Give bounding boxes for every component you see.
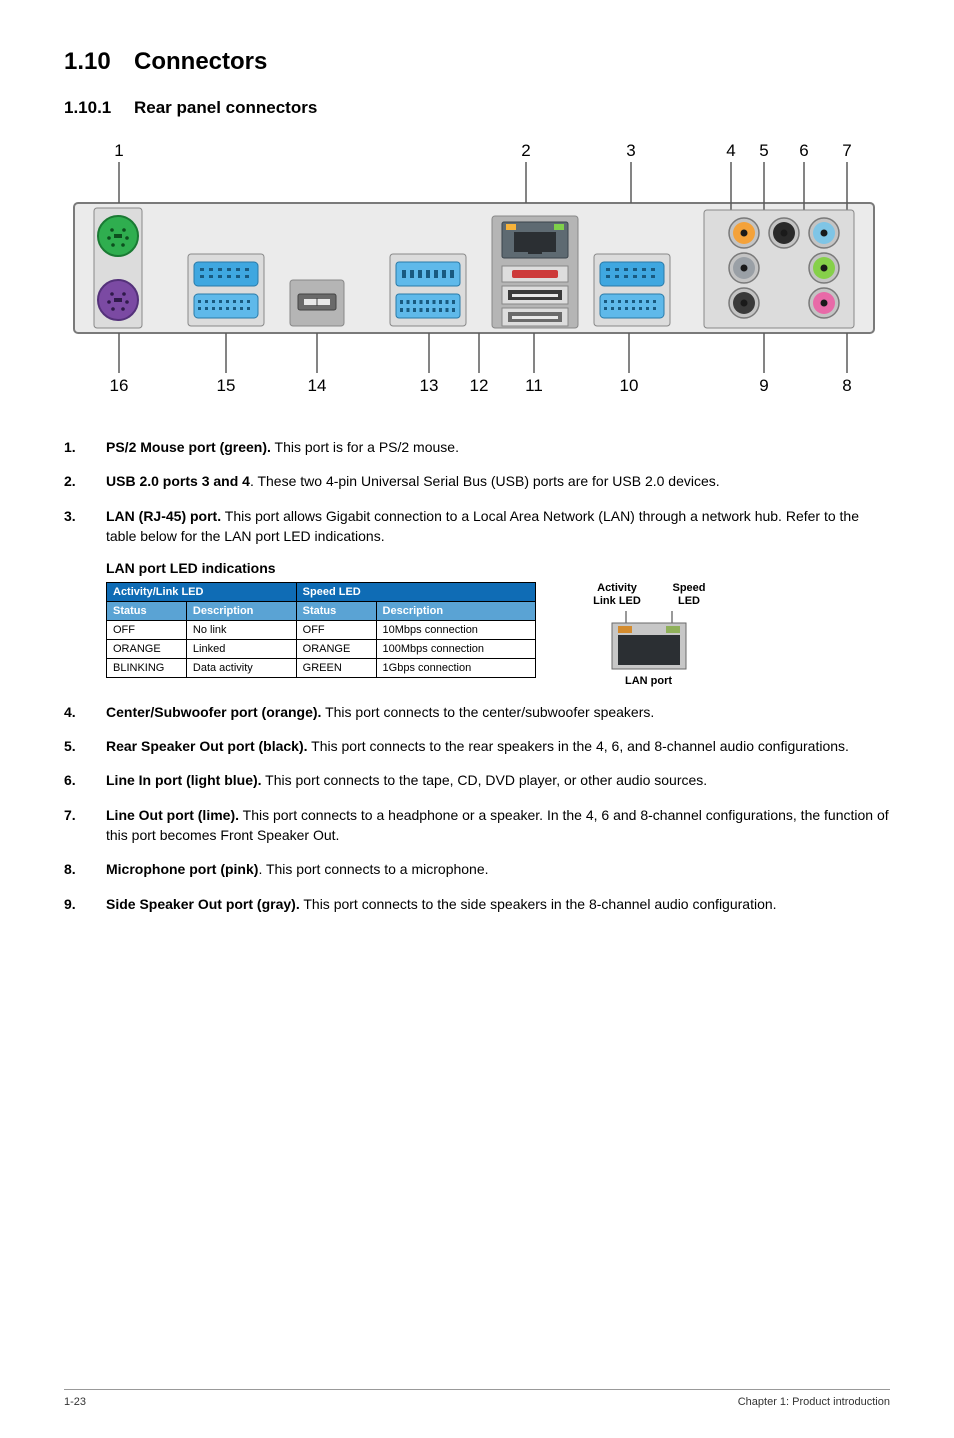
item-text: PS/2 Mouse port (green). This port is fo… <box>106 437 890 457</box>
lan-port-figure: Activity Link LED Speed LED LAN port <box>586 582 711 688</box>
lan-fig-label-right: Speed LED <box>667 582 711 608</box>
port-item: 1.PS/2 Mouse port (green). This port is … <box>64 437 890 457</box>
port-item: 5.Rear Speaker Out port (black). This po… <box>64 736 890 756</box>
table-row: BLINKINGData activityGREEN1Gbps connecti… <box>107 659 536 678</box>
item-text: Center/Subwoofer port (orange). This por… <box>106 702 890 722</box>
table-cell: 10Mbps connection <box>376 621 535 640</box>
port-item: 6.Line In port (light blue). This port c… <box>64 770 890 790</box>
table-cell: No link <box>186 621 296 640</box>
svg-text:12: 12 <box>470 376 489 395</box>
table-cell: BLINKING <box>107 659 187 678</box>
table-cell: Linked <box>186 640 296 659</box>
section-text: Connectors <box>134 48 267 75</box>
item-number: 8. <box>64 859 106 879</box>
table-cell: OFF <box>107 621 187 640</box>
svg-text:8: 8 <box>842 376 851 395</box>
table-row: OFFNo linkOFF10Mbps connection <box>107 621 536 640</box>
table-cell: ORANGE <box>107 640 187 659</box>
port-item: 3.LAN (RJ-45) port. This port allows Gig… <box>64 506 890 547</box>
item-text: USB 2.0 ports 3 and 4. These two 4-pin U… <box>106 471 890 491</box>
svg-text:3: 3 <box>626 141 635 160</box>
port-list-1: 1.PS/2 Mouse port (green). This port is … <box>64 437 890 546</box>
table-cell: 1Gbps connection <box>376 659 535 678</box>
item-text: Microphone port (pink). This port connec… <box>106 859 890 879</box>
port-item: 4.Center/Subwoofer port (orange). This p… <box>64 702 890 722</box>
svg-text:1: 1 <box>114 141 123 160</box>
subsection-text: Rear panel connectors <box>134 98 317 117</box>
table-cell: Data activity <box>186 659 296 678</box>
port-item: 2.USB 2.0 ports 3 and 4. These two 4-pin… <box>64 471 890 491</box>
lan-fig-caption: LAN port <box>586 675 711 688</box>
led-heading: LAN port LED indications <box>106 560 890 576</box>
svg-text:9: 9 <box>759 376 768 395</box>
port-list-2: 4.Center/Subwoofer port (orange). This p… <box>64 702 890 914</box>
item-text: Rear Speaker Out port (black). This port… <box>106 736 890 756</box>
led-subheader: Status <box>296 602 376 621</box>
svg-text:16: 16 <box>110 376 129 395</box>
table-cell: ORANGE <box>296 640 376 659</box>
table-row: ORANGELinkedORANGE100Mbps connection <box>107 640 536 659</box>
item-number: 7. <box>64 805 106 846</box>
svg-text:4: 4 <box>726 141 735 160</box>
table-cell: GREEN <box>296 659 376 678</box>
table-cell: 100Mbps connection <box>376 640 535 659</box>
port-item: 8.Microphone port (pink). This port conn… <box>64 859 890 879</box>
port-item: 9.Side Speaker Out port (gray). This por… <box>64 894 890 914</box>
svg-text:7: 7 <box>842 141 851 160</box>
item-text: LAN (RJ-45) port. This port allows Gigab… <box>106 506 890 547</box>
item-number: 5. <box>64 736 106 756</box>
svg-text:14: 14 <box>308 376 327 395</box>
led-table: Activity/Link LEDSpeed LEDStatusDescript… <box>106 582 536 678</box>
item-number: 9. <box>64 894 106 914</box>
item-number: 6. <box>64 770 106 790</box>
port-item: 7.Line Out port (lime). This port connec… <box>64 805 890 846</box>
rear-panel-diagram: 12345671615141312111098 <box>64 138 890 413</box>
led-subheader: Status <box>107 602 187 621</box>
item-text: Side Speaker Out port (gray). This port … <box>106 894 890 914</box>
led-header: Speed LED <box>296 583 535 602</box>
subsection-number: 1.10.1 <box>64 98 134 118</box>
section-number: 1.10 <box>64 48 134 76</box>
svg-text:6: 6 <box>799 141 808 160</box>
led-subheader: Description <box>186 602 296 621</box>
svg-text:15: 15 <box>217 376 236 395</box>
item-text: Line Out port (lime). This port connects… <box>106 805 890 846</box>
table-cell: OFF <box>296 621 376 640</box>
svg-text:10: 10 <box>620 376 639 395</box>
subsection-title: 1.10.1Rear panel connectors <box>64 98 890 118</box>
svg-text:5: 5 <box>759 141 768 160</box>
footer-chapter: Chapter 1: Product introduction <box>738 1396 890 1408</box>
svg-text:11: 11 <box>525 376 543 395</box>
page-footer: 1-23 Chapter 1: Product introduction <box>64 1389 890 1408</box>
section-title: 1.10Connectors <box>64 48 890 76</box>
item-number: 3. <box>64 506 106 547</box>
svg-text:2: 2 <box>521 141 530 160</box>
item-number: 2. <box>64 471 106 491</box>
svg-text:13: 13 <box>420 376 439 395</box>
led-subheader: Description <box>376 602 535 621</box>
led-row: Activity/Link LEDSpeed LEDStatusDescript… <box>106 582 890 688</box>
led-header: Activity/Link LED <box>107 583 297 602</box>
item-number: 1. <box>64 437 106 457</box>
lan-fig-label-left: Activity Link LED <box>586 582 648 608</box>
footer-page: 1-23 <box>64 1396 86 1408</box>
item-text: Line In port (light blue). This port con… <box>106 770 890 790</box>
item-number: 4. <box>64 702 106 722</box>
page: 1.10Connectors 1.10.1Rear panel connecto… <box>0 0 954 1438</box>
